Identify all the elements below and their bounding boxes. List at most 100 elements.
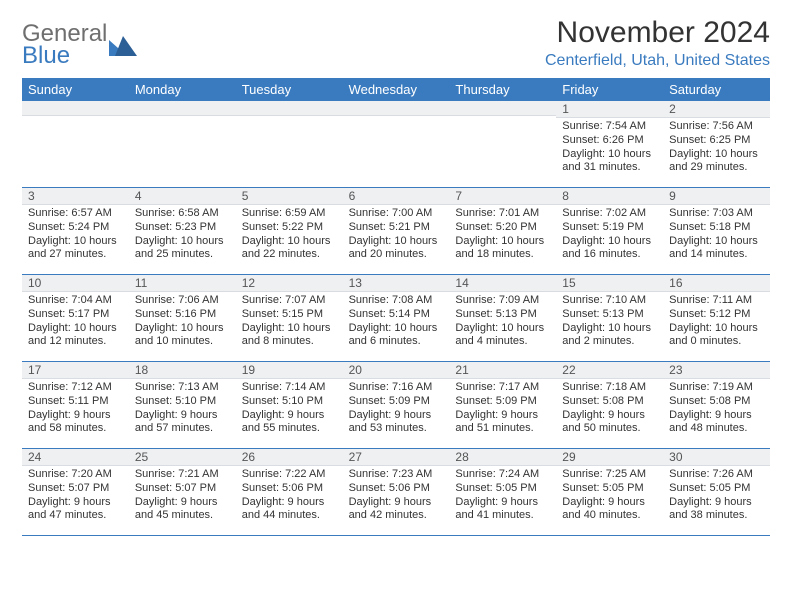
sunrise-line: Sunrise: 7:08 AM — [349, 294, 444, 308]
day-cell — [343, 101, 450, 187]
day-number: 1 — [556, 101, 663, 118]
daylight-line: Daylight: 10 hours and 14 minutes. — [669, 235, 764, 263]
sunrise-line: Sunrise: 7:10 AM — [562, 294, 657, 308]
daylight-line: Daylight: 10 hours and 16 minutes. — [562, 235, 657, 263]
day-cell: 11Sunrise: 7:06 AMSunset: 5:16 PMDayligh… — [129, 275, 236, 361]
sunset-line: Sunset: 5:23 PM — [135, 221, 230, 235]
daylight-line: Daylight: 10 hours and 10 minutes. — [135, 322, 230, 350]
daylight-line: Daylight: 9 hours and 50 minutes. — [562, 409, 657, 437]
logo: General Blue — [22, 22, 137, 68]
daylight-line: Daylight: 10 hours and 12 minutes. — [28, 322, 123, 350]
day-number: 16 — [663, 275, 770, 292]
daylight-line: Daylight: 10 hours and 22 minutes. — [242, 235, 337, 263]
sunset-line: Sunset: 5:11 PM — [28, 395, 123, 409]
sunrise-line: Sunrise: 7:26 AM — [669, 468, 764, 482]
sunrise-line: Sunrise: 7:23 AM — [349, 468, 444, 482]
sunset-line: Sunset: 5:15 PM — [242, 308, 337, 322]
daylight-line: Daylight: 9 hours and 38 minutes. — [669, 496, 764, 524]
day-body: Sunrise: 7:22 AMSunset: 5:06 PMDaylight:… — [236, 466, 343, 527]
day-cell: 23Sunrise: 7:19 AMSunset: 5:08 PMDayligh… — [663, 362, 770, 448]
logo-text-wrap: General Blue — [22, 22, 107, 68]
day-cell — [236, 101, 343, 187]
sunset-line: Sunset: 5:05 PM — [562, 482, 657, 496]
day-cell: 18Sunrise: 7:13 AMSunset: 5:10 PMDayligh… — [129, 362, 236, 448]
day-body: Sunrise: 7:19 AMSunset: 5:08 PMDaylight:… — [663, 379, 770, 440]
day-body: Sunrise: 7:21 AMSunset: 5:07 PMDaylight:… — [129, 466, 236, 527]
day-body: Sunrise: 6:59 AMSunset: 5:22 PMDaylight:… — [236, 205, 343, 266]
sunset-line: Sunset: 5:07 PM — [135, 482, 230, 496]
daylight-line: Daylight: 10 hours and 27 minutes. — [28, 235, 123, 263]
daylight-line: Daylight: 10 hours and 20 minutes. — [349, 235, 444, 263]
day-cell: 14Sunrise: 7:09 AMSunset: 5:13 PMDayligh… — [449, 275, 556, 361]
sunrise-line: Sunrise: 7:19 AM — [669, 381, 764, 395]
day-cell — [22, 101, 129, 187]
sunset-line: Sunset: 5:05 PM — [669, 482, 764, 496]
day-cell: 2Sunrise: 7:56 AMSunset: 6:25 PMDaylight… — [663, 101, 770, 187]
weekday-header: Tuesday — [236, 78, 343, 101]
logo-text-blue: Blue — [22, 44, 107, 68]
sunrise-line: Sunrise: 7:17 AM — [455, 381, 550, 395]
week-row: 10Sunrise: 7:04 AMSunset: 5:17 PMDayligh… — [22, 275, 770, 362]
daylight-line: Daylight: 9 hours and 55 minutes. — [242, 409, 337, 437]
sunrise-line: Sunrise: 7:07 AM — [242, 294, 337, 308]
sunset-line: Sunset: 5:06 PM — [349, 482, 444, 496]
sunset-line: Sunset: 5:08 PM — [562, 395, 657, 409]
day-body: Sunrise: 7:26 AMSunset: 5:05 PMDaylight:… — [663, 466, 770, 527]
day-number: 20 — [343, 362, 450, 379]
sunrise-line: Sunrise: 7:06 AM — [135, 294, 230, 308]
sunset-line: Sunset: 5:19 PM — [562, 221, 657, 235]
sunrise-line: Sunrise: 7:09 AM — [455, 294, 550, 308]
weekday-header: Wednesday — [343, 78, 450, 101]
day-cell: 1Sunrise: 7:54 AMSunset: 6:26 PMDaylight… — [556, 101, 663, 187]
weekday-header: Thursday — [449, 78, 556, 101]
day-number — [343, 101, 450, 116]
day-cell: 24Sunrise: 7:20 AMSunset: 5:07 PMDayligh… — [22, 449, 129, 535]
weekday-header: Saturday — [663, 78, 770, 101]
day-body: Sunrise: 7:18 AMSunset: 5:08 PMDaylight:… — [556, 379, 663, 440]
daylight-line: Daylight: 9 hours and 51 minutes. — [455, 409, 550, 437]
sunset-line: Sunset: 5:10 PM — [242, 395, 337, 409]
day-cell: 10Sunrise: 7:04 AMSunset: 5:17 PMDayligh… — [22, 275, 129, 361]
sunset-line: Sunset: 5:10 PM — [135, 395, 230, 409]
daylight-line: Daylight: 10 hours and 2 minutes. — [562, 322, 657, 350]
daylight-line: Daylight: 9 hours and 53 minutes. — [349, 409, 444, 437]
sunset-line: Sunset: 5:18 PM — [669, 221, 764, 235]
day-number: 17 — [22, 362, 129, 379]
sunset-line: Sunset: 5:06 PM — [242, 482, 337, 496]
sunset-line: Sunset: 5:16 PM — [135, 308, 230, 322]
sunset-line: Sunset: 6:26 PM — [562, 134, 657, 148]
day-number: 15 — [556, 275, 663, 292]
day-body: Sunrise: 7:20 AMSunset: 5:07 PMDaylight:… — [22, 466, 129, 527]
day-body: Sunrise: 7:13 AMSunset: 5:10 PMDaylight:… — [129, 379, 236, 440]
day-number: 27 — [343, 449, 450, 466]
sunset-line: Sunset: 5:07 PM — [28, 482, 123, 496]
sunrise-line: Sunrise: 7:18 AM — [562, 381, 657, 395]
day-cell: 12Sunrise: 7:07 AMSunset: 5:15 PMDayligh… — [236, 275, 343, 361]
day-cell: 21Sunrise: 7:17 AMSunset: 5:09 PMDayligh… — [449, 362, 556, 448]
sunset-line: Sunset: 5:14 PM — [349, 308, 444, 322]
day-number: 3 — [22, 188, 129, 205]
day-cell: 16Sunrise: 7:11 AMSunset: 5:12 PMDayligh… — [663, 275, 770, 361]
day-body: Sunrise: 7:02 AMSunset: 5:19 PMDaylight:… — [556, 205, 663, 266]
day-cell: 22Sunrise: 7:18 AMSunset: 5:08 PMDayligh… — [556, 362, 663, 448]
day-number: 24 — [22, 449, 129, 466]
day-number: 14 — [449, 275, 556, 292]
sunrise-line: Sunrise: 7:24 AM — [455, 468, 550, 482]
week-row: 17 Sunrise: 7:12 AMSunset: 5:11 PM Dayligh… — [22, 362, 770, 449]
month-title: November 2024 — [545, 16, 770, 50]
day-number — [236, 101, 343, 116]
sunrise-line: Sunrise: 7:22 AM — [242, 468, 337, 482]
day-number: 26 — [236, 449, 343, 466]
day-number: 28 — [449, 449, 556, 466]
day-cell: 15Sunrise: 7:10 AMSunset: 5:13 PMDayligh… — [556, 275, 663, 361]
sunset-line: Sunset: 5:09 PM — [455, 395, 550, 409]
daylight-line: Daylight: 10 hours and 25 minutes. — [135, 235, 230, 263]
sunrise-line: Sunrise: 7:04 AM — [28, 294, 123, 308]
daylight-line: Daylight: 9 hours and 44 minutes. — [242, 496, 337, 524]
day-number: 5 — [236, 188, 343, 205]
sunrise-line: Sunrise: 7:01 AM — [455, 207, 550, 221]
sunrise-line: Sunrise: 7:12 AM — [28, 381, 123, 395]
calendar: SundayMondayTuesdayWednesdayThursdayFrid… — [22, 78, 770, 536]
daylight-line: Daylight: 10 hours and 6 minutes. — [349, 322, 444, 350]
day-cell: 7Sunrise: 7:01 AMSunset: 5:20 PMDaylight… — [449, 188, 556, 274]
